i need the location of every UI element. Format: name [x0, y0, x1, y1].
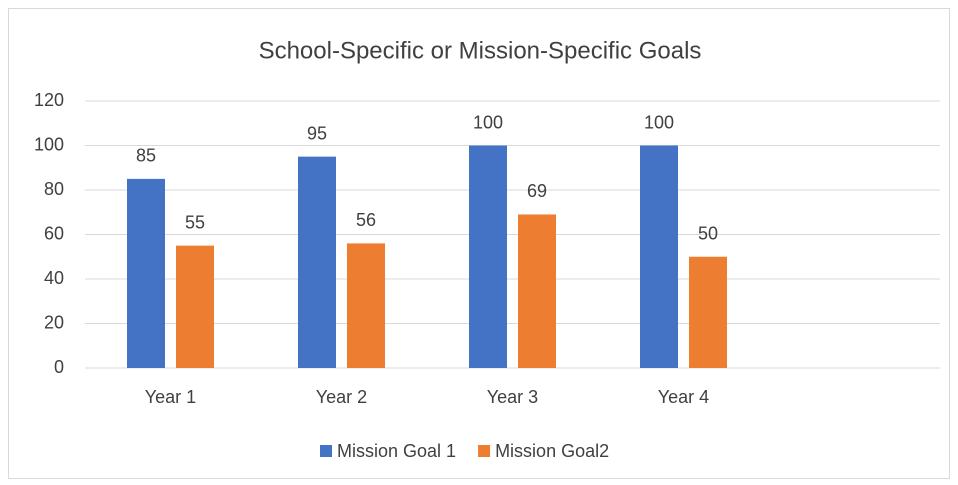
x-tick-label: Year 3 [487, 387, 538, 407]
bar [127, 178, 165, 368]
data-label: 95 [307, 123, 327, 143]
data-label: 56 [356, 210, 376, 230]
x-tick-label: Year 4 [658, 387, 709, 407]
y-tick-label: 20 [44, 312, 64, 332]
data-label: 69 [527, 181, 547, 201]
bar [298, 156, 336, 368]
data-label: 100 [473, 112, 503, 132]
legend-label: Mission Goal2 [495, 441, 609, 461]
bar [176, 245, 214, 368]
legend-label: Mission Goal 1 [337, 441, 456, 461]
y-tick-label: 0 [54, 357, 64, 377]
y-tick-label: 120 [34, 90, 64, 110]
x-tick-label: Year 1 [145, 387, 196, 407]
y-tick-label: 100 [34, 134, 64, 154]
bar [640, 145, 678, 368]
legend-swatch [320, 445, 332, 457]
data-label: 100 [644, 112, 674, 132]
bar [689, 256, 727, 368]
bar [347, 243, 385, 368]
y-tick-label: 40 [44, 268, 64, 288]
bar [518, 214, 556, 368]
data-label: 50 [698, 224, 718, 244]
y-tick-label: 80 [44, 179, 64, 199]
data-label: 85 [136, 146, 156, 166]
chart-title: School-Specific or Mission-Specific Goal… [259, 37, 702, 64]
x-tick-label: Year 2 [316, 387, 367, 407]
legend-swatch [478, 445, 491, 457]
y-tick-label: 60 [44, 223, 64, 243]
bar [469, 145, 507, 368]
data-label: 55 [185, 212, 205, 232]
